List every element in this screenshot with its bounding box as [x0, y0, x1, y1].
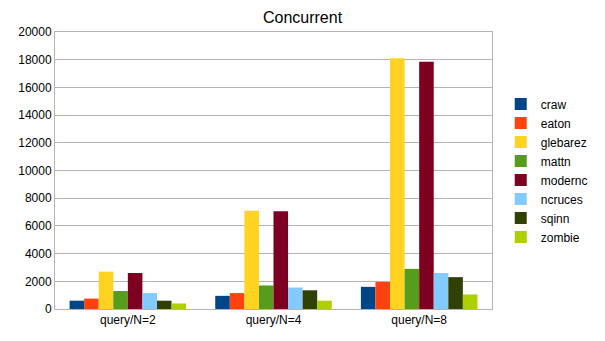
- svg-text:6000: 6000: [25, 219, 52, 233]
- svg-text:16000: 16000: [18, 81, 52, 95]
- svg-text:query/N=4: query/N=4: [246, 313, 302, 327]
- svg-text:query/N=8: query/N=8: [391, 313, 447, 327]
- svg-text:modernc: modernc: [541, 174, 588, 188]
- svg-text:sqinn: sqinn: [541, 212, 570, 226]
- svg-text:0: 0: [45, 302, 52, 316]
- svg-text:glebarez: glebarez: [541, 136, 587, 150]
- svg-text:mattn: mattn: [541, 155, 571, 169]
- svg-text:Concurrent: Concurrent: [263, 9, 343, 26]
- svg-text:eaton: eaton: [541, 117, 571, 131]
- svg-text:12000: 12000: [18, 136, 52, 150]
- svg-text:4000: 4000: [25, 247, 52, 261]
- svg-text:ncruces: ncruces: [541, 193, 583, 207]
- svg-text:zombie: zombie: [541, 231, 580, 245]
- svg-text:craw: craw: [541, 98, 567, 112]
- svg-text:8000: 8000: [25, 191, 52, 205]
- svg-text:20000: 20000: [18, 25, 52, 39]
- svg-text:10000: 10000: [18, 164, 52, 178]
- svg-text:query/N=2: query/N=2: [100, 313, 156, 327]
- svg-text:14000: 14000: [18, 108, 52, 122]
- svg-text:2000: 2000: [25, 275, 52, 289]
- svg-text:18000: 18000: [18, 53, 52, 67]
